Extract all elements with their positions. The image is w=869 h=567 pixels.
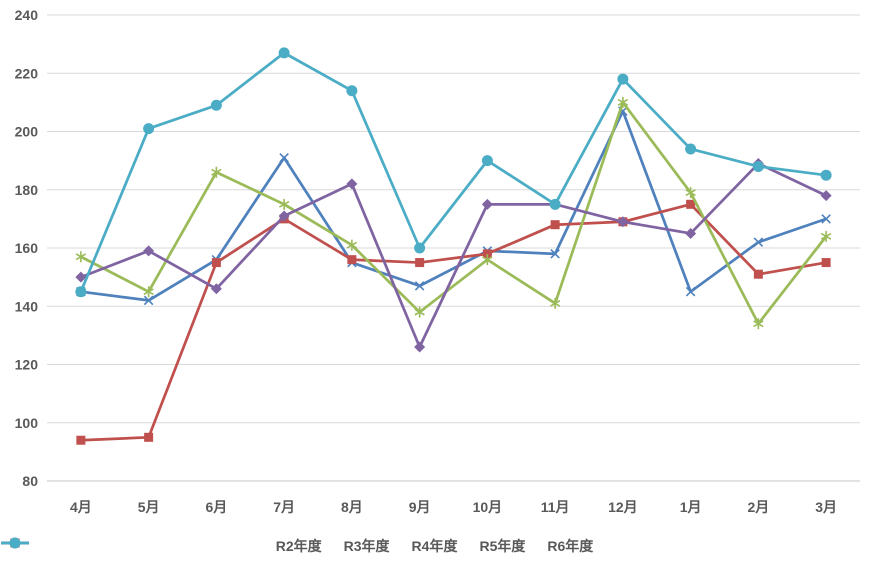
series-R3年度 (76, 199, 831, 445)
square-marker (347, 255, 357, 265)
x-axis-tick-label: 5月 (138, 499, 160, 515)
legend-label: R4年度 (411, 538, 458, 554)
series-line (79, 162, 828, 349)
legend-item-R4年度: R4年度 (1, 536, 458, 556)
circle-marker (143, 123, 155, 135)
legend-label: R3年度 (343, 538, 390, 554)
chart-legend: R2年度 R3年度 R4年度 R5年度 R6年度 (0, 536, 869, 556)
asterisk-marker (143, 286, 154, 298)
legend-label: R2年度 (275, 538, 322, 554)
asterisk-marker (549, 297, 561, 309)
x-marker (821, 214, 831, 224)
square-marker (753, 269, 763, 279)
x-marker (753, 237, 764, 247)
circle-marker (617, 73, 629, 85)
series-R4年度 (75, 96, 832, 330)
circle-marker (481, 155, 493, 167)
square-marker (415, 258, 425, 268)
circle-marker (752, 160, 764, 172)
legend-label: R5年度 (479, 538, 526, 554)
x-axis-tick-label: 6月 (205, 499, 227, 515)
diamond-marker (210, 283, 222, 295)
x-marker (279, 152, 289, 163)
x-axis-tick-label: 12月 (608, 499, 638, 515)
y-axis-tick-label: 140 (15, 298, 39, 314)
x-axis-tick-label: 4月 (70, 499, 92, 515)
circle-marker (278, 47, 290, 59)
y-axis-tick-label: 200 (15, 124, 39, 140)
diamond-marker (75, 271, 87, 283)
diamond-marker (414, 341, 426, 353)
y-axis-tick-label: 240 (15, 7, 39, 23)
x-axis-tick-label: 7月 (273, 499, 295, 515)
asterisk-marker (75, 251, 87, 263)
asterisk-marker (278, 198, 290, 210)
series-R5年度 (75, 158, 832, 353)
asterisk-marker (211, 166, 222, 178)
circle-marker (210, 99, 222, 111)
asterisk-marker (414, 306, 425, 318)
square-marker (550, 220, 560, 230)
y-axis-tick-label: 120 (15, 357, 39, 373)
diamond-marker (617, 216, 629, 228)
x-axis-tick-label: 8月 (341, 499, 363, 515)
square-marker (482, 249, 492, 259)
asterisk-marker (753, 318, 764, 330)
legend-item-R2年度: R2年度 (1, 536, 322, 556)
circle-marker (346, 85, 358, 97)
diamond-marker (685, 227, 697, 239)
asterisk-marker (482, 254, 493, 266)
asterisk-marker (346, 239, 358, 251)
asterisk-marker (617, 96, 629, 108)
x-marker (143, 295, 154, 306)
square-marker (144, 432, 154, 442)
series-R6年度 (75, 47, 832, 298)
circle-marker (414, 242, 426, 254)
x-axis-tick-label: 9月 (409, 499, 431, 515)
circle-marker (75, 286, 87, 298)
square-marker (821, 258, 831, 268)
diamond-marker (820, 190, 832, 202)
legend-item-R6年度: R6年度 (1, 536, 594, 556)
legend-item-R5年度: R5年度 (1, 536, 526, 556)
x-marker (414, 281, 425, 291)
square-marker (76, 435, 86, 445)
y-axis-tick-label: 80 (22, 473, 38, 489)
square-marker (686, 199, 696, 209)
asterisk-marker (685, 187, 696, 199)
series-line (79, 101, 828, 326)
y-axis-tick-label: 180 (15, 182, 39, 198)
square-marker (211, 258, 221, 268)
x-axis-tick-label: 3月 (815, 499, 837, 515)
series-line (79, 109, 828, 302)
diamond-marker (481, 198, 493, 210)
diamond-marker (143, 245, 155, 257)
legend-swatch (1, 537, 29, 549)
legend-item-R3年度: R3年度 (1, 536, 390, 556)
x-marker (685, 286, 696, 297)
series-line (79, 51, 828, 294)
circle-marker (549, 198, 561, 210)
y-axis-tick-label: 100 (15, 415, 39, 431)
diamond-marker (346, 178, 358, 190)
circle-marker (685, 143, 697, 155)
asterisk-marker (820, 230, 832, 242)
legend-label: R6年度 (547, 538, 594, 554)
x-axis-tick-label: 2月 (747, 499, 769, 515)
diamond-marker (278, 210, 290, 222)
x-marker (550, 249, 560, 259)
y-axis-tick-label: 220 (15, 65, 39, 81)
x-axis-tick-label: 1月 (680, 499, 702, 515)
circle-marker (9, 537, 21, 549)
y-axis-tick-label: 160 (15, 240, 39, 256)
x-axis-tick-label: 10月 (473, 499, 503, 515)
circle-marker (820, 169, 832, 181)
x-axis-tick-label: 11月 (541, 499, 570, 515)
